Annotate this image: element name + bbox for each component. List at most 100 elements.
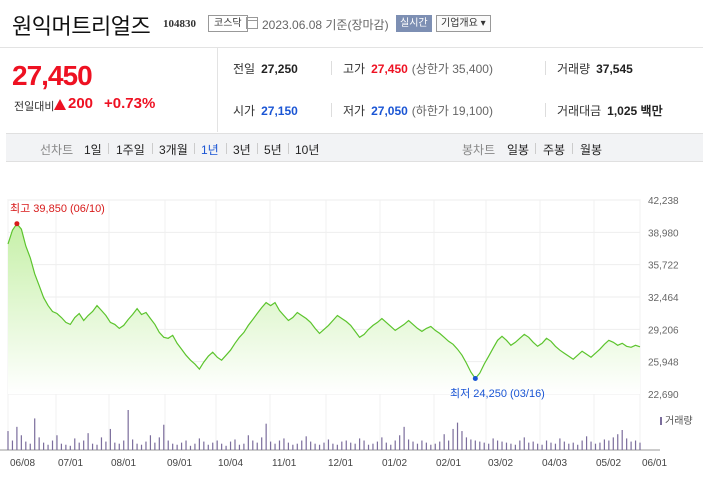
y-axis: 42,238 38,980 35,722 32,464 29,206 25,948 22,6… — [648, 196, 679, 401]
volume-bar — [407, 439, 410, 450]
low-annotation: 최저 24,250 (03/16) — [450, 387, 545, 400]
volume-bar — [461, 431, 463, 450]
volume-bar — [403, 426, 405, 450]
volume-bar — [399, 435, 401, 450]
volume-bar — [176, 444, 178, 450]
y-tick-label: 38,980 — [648, 228, 679, 239]
reference-date: 2023.06.08 기준(장마감) — [262, 18, 389, 32]
x-tick-label: 10/04 — [218, 458, 243, 469]
volume-bar — [372, 443, 374, 450]
stat-low: 저가 27,050 (하한가 19,100) — [343, 102, 493, 119]
period-1y[interactable]: 1년 — [201, 143, 219, 157]
candle-weekly[interactable]: 주봉 — [543, 143, 566, 157]
period-1d[interactable]: 1일 — [84, 143, 102, 157]
volume-bar — [194, 443, 196, 450]
stock-code: 104830 — [163, 18, 196, 30]
annotations: 최고 39,850 (06/10) 최저 24,250 (03/16) — [10, 202, 545, 400]
y-tick-label: 35,722 — [648, 261, 679, 272]
stat-lower-limit: (하한가 19,100) — [411, 104, 493, 118]
volume-bar — [568, 443, 570, 450]
volume-bar — [577, 444, 579, 450]
y-tick-label: 42,238 — [648, 196, 679, 207]
volume-bar — [180, 442, 183, 450]
volume-bar — [11, 440, 14, 450]
volume-bar — [87, 433, 89, 450]
volume-bar — [145, 441, 147, 450]
volume-bar — [448, 440, 450, 450]
corp-info-dropdown[interactable]: 기업개요 ▾ — [436, 15, 491, 32]
volume-bar — [443, 434, 445, 450]
divider — [331, 61, 332, 75]
volume-bar — [109, 428, 111, 450]
volume-bar — [630, 441, 632, 450]
volume-bar — [439, 441, 441, 450]
volume-bar — [367, 444, 370, 450]
volume-bar — [203, 441, 205, 450]
market-badge: 코스닥 — [208, 15, 248, 32]
period-3m[interactable]: 3개월 — [159, 143, 188, 157]
stat-amount-value: 1,025 백만 — [607, 104, 663, 118]
divider — [545, 61, 546, 75]
volume-bar — [136, 443, 138, 450]
volume-bar — [287, 442, 289, 450]
volume-bar — [421, 440, 423, 450]
volume-bar — [127, 410, 129, 450]
volume-bar — [465, 437, 468, 450]
volume-bar — [634, 440, 637, 450]
volume-bar — [425, 442, 427, 450]
volume-bar — [385, 442, 387, 450]
period-3y[interactable]: 3년 — [233, 143, 251, 157]
volume-bar — [243, 443, 245, 450]
volume-bar — [639, 442, 641, 450]
volume-bar — [412, 441, 414, 450]
volume-bar — [60, 443, 63, 450]
volume-bar — [532, 441, 534, 450]
volume-bar — [292, 444, 294, 450]
up-arrow-icon — [54, 99, 66, 110]
candle-daily[interactable]: 일봉 — [507, 143, 530, 157]
volume-bar — [617, 434, 619, 450]
volume-bar — [225, 445, 227, 450]
volume-bar — [608, 440, 610, 450]
x-tick-label: 09/01 — [167, 458, 192, 469]
candle-monthly[interactable]: 월봉 — [580, 143, 603, 157]
period-5y[interactable]: 5년 — [264, 143, 282, 157]
volume-bar — [318, 444, 321, 450]
volume-bar — [514, 444, 516, 450]
volume-bar — [278, 440, 281, 450]
volume-bar — [83, 440, 85, 450]
volume-bar — [43, 442, 45, 450]
period-10y[interactable]: 10년 — [295, 143, 320, 157]
volume-bar — [238, 444, 241, 450]
volume-bar — [376, 441, 379, 450]
x-tick-label: 12/01 — [328, 458, 353, 469]
stat-high: 고가 27,450 (상한가 35,400) — [343, 60, 493, 77]
volume-bar — [332, 443, 334, 450]
volume-bar — [105, 441, 107, 450]
volume-bar — [310, 441, 312, 450]
price-chart[interactable]: 42,238 38,980 35,722 32,464 29,206 25,948 22,6… — [0, 188, 703, 486]
volume-bar — [132, 439, 134, 450]
volume-bar — [559, 438, 561, 450]
volume-bar — [7, 431, 9, 450]
volume-bar — [345, 440, 347, 450]
stat-upper-limit: (상한가 35,400) — [411, 62, 493, 76]
volume-bar — [149, 435, 152, 450]
volume-bar — [594, 443, 597, 450]
price-diff-percent: +0.73% — [104, 95, 156, 112]
volume-bar — [541, 444, 543, 450]
volume-bar — [505, 442, 508, 450]
period-1w[interactable]: 1주일 — [116, 143, 145, 157]
divider — [108, 143, 109, 154]
stat-volume: 거래량 37,545 — [557, 60, 633, 77]
x-tick-label: 08/01 — [111, 458, 136, 469]
volume-bar — [470, 439, 472, 450]
realtime-button[interactable]: 실시간 — [396, 15, 432, 32]
volume-bar — [269, 441, 272, 450]
volume-bar — [572, 442, 574, 450]
divider — [331, 103, 332, 117]
x-tick-label: 11/01 — [272, 458, 297, 469]
volume-bar — [118, 443, 120, 450]
price-area — [8, 223, 640, 394]
volume-bar — [390, 444, 392, 450]
